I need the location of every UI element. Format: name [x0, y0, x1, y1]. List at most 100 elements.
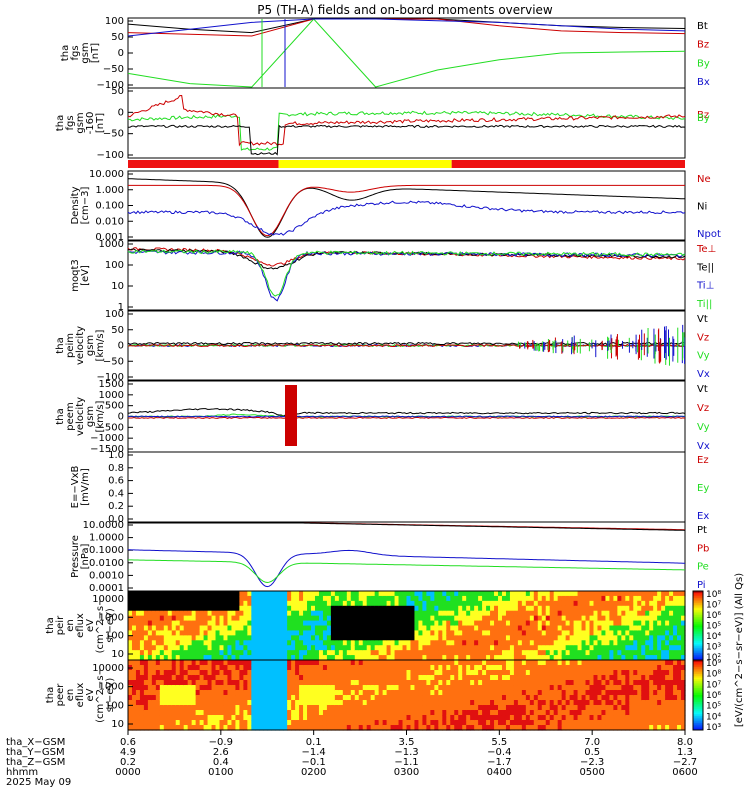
heatmap-cell — [450, 700, 455, 706]
heatmap-cell — [585, 630, 591, 636]
heatmap-cell — [322, 620, 328, 627]
heatmap-cell — [175, 725, 181, 731]
heatmap-cell — [155, 655, 161, 661]
heatmap-cell — [573, 645, 579, 651]
y-tick-label: 500 — [105, 401, 124, 412]
heatmap-cell — [478, 650, 483, 656]
heatmap-cell — [223, 675, 229, 681]
heatmap-cell — [581, 710, 587, 716]
heatmap-cell — [195, 675, 201, 681]
colorbar-cell — [693, 726, 703, 729]
heatmap-cell — [454, 660, 459, 666]
heatmap-cell — [231, 665, 237, 671]
heatmap-cell — [533, 610, 539, 617]
heatmap-cell — [338, 630, 344, 636]
heatmap-cell — [557, 670, 563, 676]
heatmap-cell — [637, 685, 642, 691]
heatmap-cell — [362, 620, 368, 627]
heatmap-cell — [657, 600, 662, 607]
heatmap-cell — [410, 665, 416, 671]
heatmap-cell — [589, 655, 595, 661]
heatmap-cell — [263, 680, 268, 686]
heatmap-cell — [466, 670, 471, 676]
x-axis-value: −2.3 — [580, 757, 604, 768]
heatmap-cell — [279, 620, 284, 627]
heatmap-cell — [175, 695, 181, 701]
heatmap-cell — [259, 715, 264, 721]
heatmap-cell — [553, 591, 559, 597]
heatmap-cell — [346, 645, 352, 651]
heatmap-cell — [382, 720, 388, 726]
heatmap-cell — [589, 600, 595, 607]
heatmap-cell — [179, 705, 185, 711]
heatmap-cell — [283, 615, 288, 622]
heatmap-cell — [577, 640, 583, 646]
heatmap-cell — [673, 645, 678, 651]
heatmap-cell — [358, 605, 364, 612]
heatmap-cell — [621, 720, 626, 726]
heatmap-cell — [653, 715, 658, 721]
heatmap-cell — [446, 685, 451, 691]
heatmap-cell — [283, 695, 288, 701]
heatmap-cell — [410, 625, 416, 632]
heatmap-cell — [418, 715, 424, 721]
heatmap-cell — [227, 630, 233, 636]
x-axis-value: −2.7 — [673, 757, 697, 768]
heatmap-cell — [501, 645, 507, 651]
heatmap-cell — [171, 595, 177, 602]
heatmap-cell — [155, 715, 161, 721]
heatmap-cell — [434, 625, 439, 632]
y-axis-label: [eV] — [80, 265, 91, 286]
heatmap-cell — [565, 640, 571, 646]
heatmap-cell — [410, 655, 416, 661]
heatmap-cell — [438, 645, 443, 651]
heatmap-cell — [474, 675, 479, 681]
heatmap-cell — [661, 695, 666, 701]
heatmap-cell — [275, 690, 280, 696]
heatmap-cell — [291, 690, 296, 696]
heatmap-cell — [283, 685, 288, 691]
heatmap-cell — [482, 650, 487, 656]
heatmap-cell — [255, 610, 260, 617]
heatmap-cell — [167, 715, 173, 721]
heatmap-cell — [299, 610, 304, 617]
heatmap-cell — [561, 675, 567, 681]
heatmap-cell — [569, 680, 575, 686]
heatmap-cell — [295, 620, 300, 627]
heatmap-cell — [251, 600, 256, 607]
heatmap-cell — [454, 650, 459, 656]
heatmap-cell — [143, 615, 149, 622]
heatmap-cell — [179, 720, 185, 726]
heatmap-cell — [279, 600, 284, 607]
heatmap-cell — [243, 610, 248, 617]
heatmap-cell — [585, 600, 591, 607]
heatmap-cell — [613, 595, 618, 602]
heatmap-cell — [366, 690, 372, 696]
heatmap-cell — [175, 680, 181, 686]
colorbar-tick-label: 10⁵ — [706, 702, 721, 712]
heatmap-cell — [311, 605, 316, 612]
heatmap-cell — [494, 635, 499, 641]
heatmap-cell — [629, 710, 634, 716]
heatmap-cell — [478, 700, 483, 706]
heatmap-cell — [637, 625, 642, 632]
series-Bt — [127, 18, 686, 34]
legend-Vt: Vt — [697, 384, 708, 395]
heatmap-cell — [454, 705, 459, 711]
heatmap-cell — [565, 715, 571, 721]
heatmap-cell — [585, 605, 591, 612]
y-tick-label: 0 — [118, 412, 124, 423]
heatmap-cell — [593, 600, 599, 607]
heatmap-cell — [613, 645, 618, 651]
heatmap-cell — [625, 615, 630, 622]
colorbar-cell — [693, 705, 703, 708]
heatmap-cell — [446, 625, 451, 632]
heatmap-cell — [334, 610, 340, 617]
heatmap-cell — [665, 685, 670, 691]
heatmap-cell — [195, 640, 201, 646]
heatmap-cell — [143, 660, 149, 666]
heatmap-cell — [406, 595, 412, 602]
heatmap-cell — [370, 600, 376, 607]
heatmap-cell — [597, 690, 603, 696]
heatmap-cell — [223, 680, 229, 686]
